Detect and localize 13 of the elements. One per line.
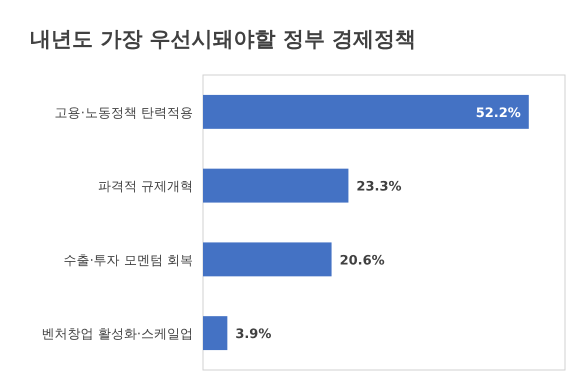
bar [203, 316, 228, 350]
y-tick-label: 수출·투자 모멘텀 회복 [64, 253, 193, 268]
y-tick-label: 파격적 규제개혁 [98, 180, 193, 195]
data-label: 20.6% [340, 253, 385, 268]
chart-title: 내년도 가장 우선시돼야할 정부 경제정책 [30, 27, 416, 51]
bar [203, 94, 529, 129]
y-tick-label: 고용·노동정책 탄력적용 [54, 106, 193, 121]
data-label: 3.9% [235, 327, 272, 342]
data-label: 52.2% [476, 106, 521, 121]
bar [203, 242, 332, 276]
bar [203, 168, 348, 203]
y-tick-label: 벤처창업 활성화·스케일업 [42, 327, 193, 342]
data-label: 23.3% [356, 180, 402, 195]
